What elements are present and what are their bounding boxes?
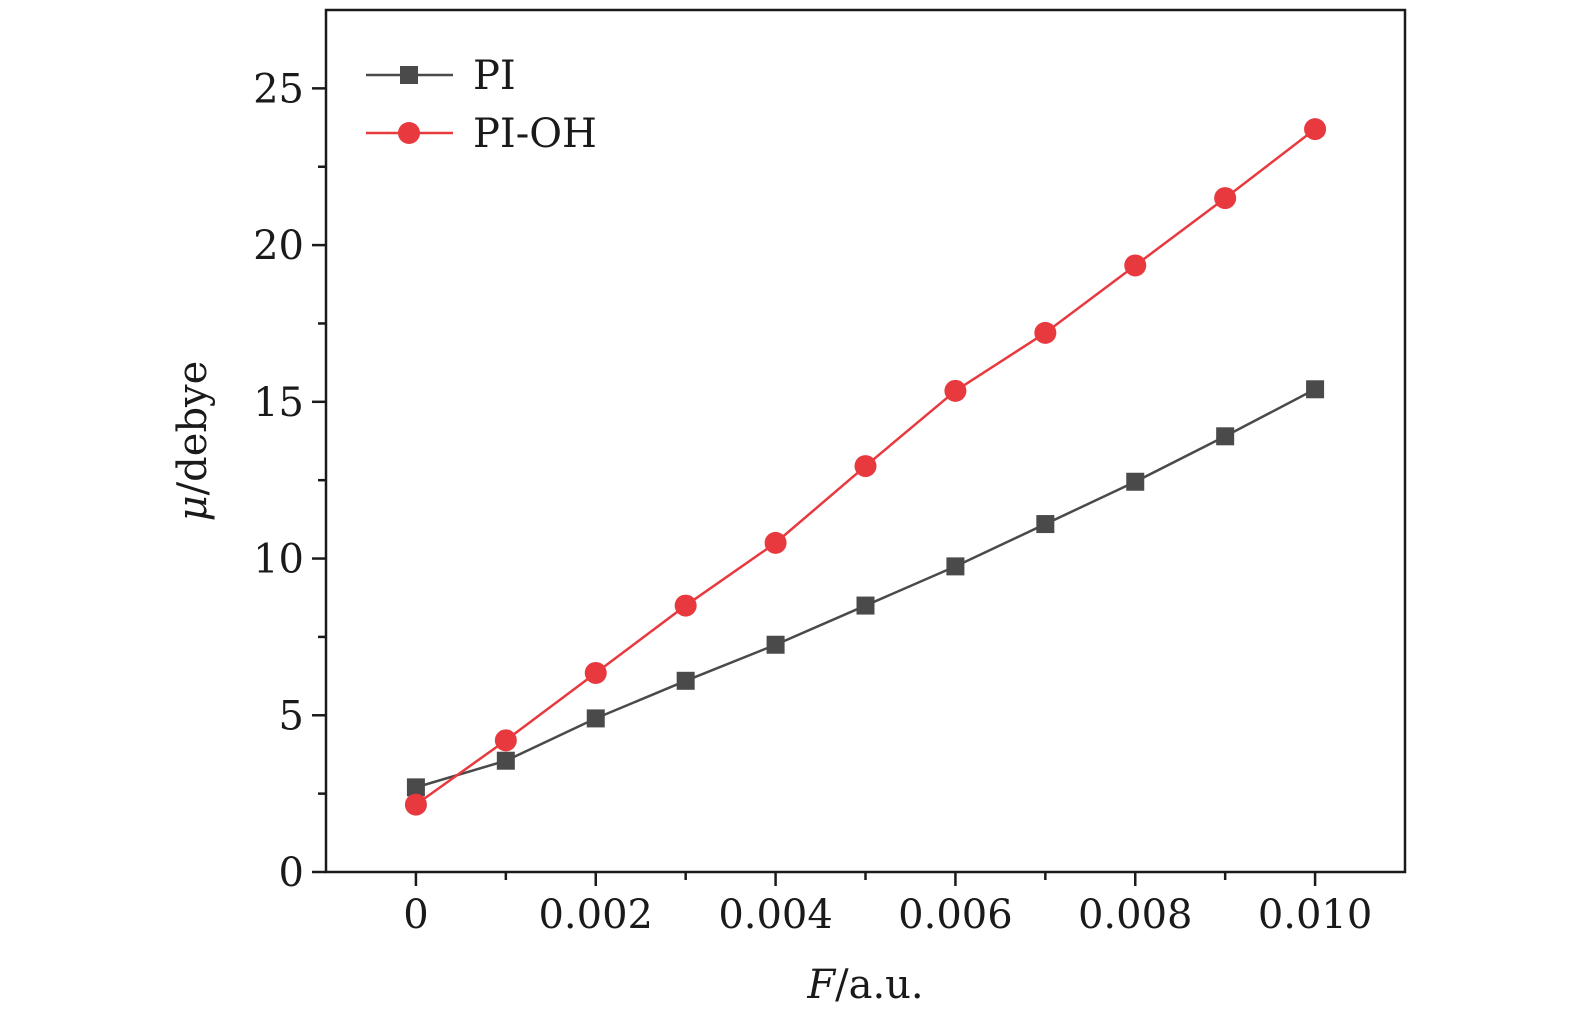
legend-entry-pi-oh: PI-OH xyxy=(366,111,597,157)
data-point-pi-oh xyxy=(764,531,787,554)
data-point-pi-oh xyxy=(674,594,697,617)
data-point-pi-oh xyxy=(1214,187,1237,210)
data-point-pi xyxy=(676,671,695,690)
y-axis-title-symbol: μ xyxy=(170,495,216,521)
data-point-pi xyxy=(1306,380,1325,399)
data-point-pi-oh xyxy=(404,793,427,816)
legend-label-pi-oh: PI-OH xyxy=(473,111,597,157)
x-tick-label: 0.004 xyxy=(718,892,833,938)
data-point-pi-oh xyxy=(1124,254,1147,277)
x-tick-label: 0.008 xyxy=(1078,892,1193,938)
data-point-pi xyxy=(496,751,515,770)
series-layer xyxy=(404,118,1327,816)
data-point-pi-oh xyxy=(494,729,517,752)
x-tick-label: 0 xyxy=(403,892,428,938)
x-axis-title: F/a.u. xyxy=(806,962,923,1008)
series-line-pi xyxy=(415,388,1316,789)
data-point-pi xyxy=(406,778,425,797)
y-tick-label: 5 xyxy=(279,693,304,739)
data-point-pi-oh xyxy=(944,379,967,402)
y-tick-label: 15 xyxy=(253,380,304,426)
major-ticks xyxy=(312,87,1317,886)
plot-frame xyxy=(324,8,1407,874)
data-point-pi xyxy=(856,596,875,615)
data-point-pi-oh xyxy=(1304,118,1327,141)
data-point-pi-oh xyxy=(584,661,607,684)
x-axis-title-unit: /a.u. xyxy=(835,962,924,1008)
data-point-pi xyxy=(586,709,605,728)
y-tick-label: 20 xyxy=(253,223,304,269)
y-tick-label: 0 xyxy=(279,850,304,896)
legend-label-pi: PI xyxy=(473,53,516,99)
x-tick-label: 0.002 xyxy=(538,892,653,938)
x-tick-label: 0.006 xyxy=(898,892,1013,938)
data-point-pi xyxy=(1216,427,1235,446)
legend: PI PI-OH xyxy=(366,53,597,157)
data-point-pi-oh xyxy=(1034,321,1057,344)
minor-ticks xyxy=(318,165,1227,880)
legend-entry-pi: PI xyxy=(366,53,516,99)
data-point-pi xyxy=(946,557,965,576)
tick-labels: 0 0.002 0.004 0.006 0.008 0.010 0 5 10 15 20 25 xyxy=(253,66,1372,938)
x-axis-title-symbol: F xyxy=(806,962,836,1008)
y-tick-label: 10 xyxy=(253,537,304,583)
y-tick-label: 25 xyxy=(253,66,304,112)
x-tick-label: 0.010 xyxy=(1258,892,1373,938)
data-point-pi xyxy=(1126,472,1145,491)
data-point-pi xyxy=(766,635,785,654)
y-axis-title: μ/debye xyxy=(170,361,216,522)
data-point-pi xyxy=(1036,515,1055,534)
data-point-pi-oh xyxy=(854,455,877,478)
y-axis-title-unit: /debye xyxy=(170,361,216,496)
legend-marker-pi-oh xyxy=(398,122,420,144)
legend-marker-pi xyxy=(400,66,418,84)
